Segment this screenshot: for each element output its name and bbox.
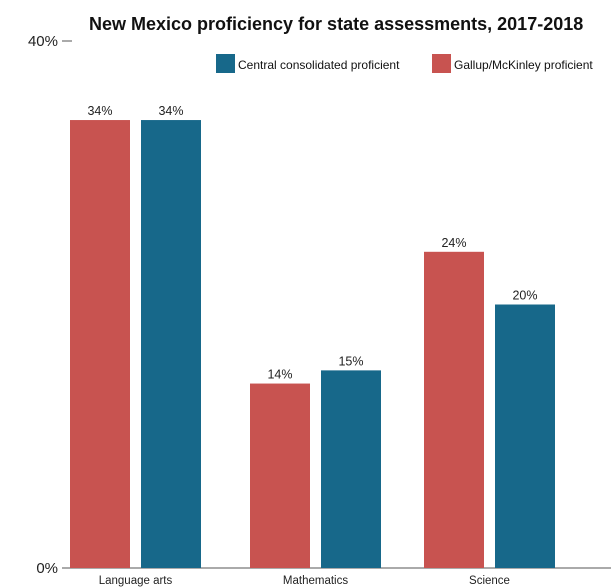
legend: Central consolidated proficient Gallup/Mc… xyxy=(216,54,593,73)
bar-value-label: 24% xyxy=(441,236,466,250)
bar-value-label: 14% xyxy=(267,368,292,382)
bar-value-label: 15% xyxy=(338,354,363,368)
bar-central-consolidated xyxy=(321,370,381,568)
y-tick-label: 0% xyxy=(36,560,58,577)
category-label: Mathematics xyxy=(283,575,348,587)
legend-label: Gallup/McKinley proficient xyxy=(454,58,593,72)
bar-gallup-mckinley xyxy=(70,120,130,569)
bar-central-consolidated xyxy=(495,304,555,568)
legend-label: Central consolidated proficient xyxy=(238,58,400,72)
bar-central-consolidated xyxy=(141,120,201,569)
bar-gallup-mckinley xyxy=(250,383,310,568)
bars xyxy=(70,120,555,569)
legend-swatch xyxy=(216,54,235,73)
bar-value-label: 34% xyxy=(158,104,183,118)
chart-title: New Mexico proficiency for state assessm… xyxy=(89,14,583,34)
category-label: Language arts xyxy=(99,575,173,587)
category-label: Science xyxy=(469,575,510,587)
bar-value-label: 34% xyxy=(87,104,112,118)
legend-swatch xyxy=(432,54,451,73)
bar-gallup-mckinley xyxy=(424,251,484,569)
bar-value-label: 20% xyxy=(512,289,537,303)
data-labels: 34% 34% 14% 15% 24% 20% xyxy=(87,104,537,382)
y-tick-label: 40% xyxy=(28,33,58,50)
